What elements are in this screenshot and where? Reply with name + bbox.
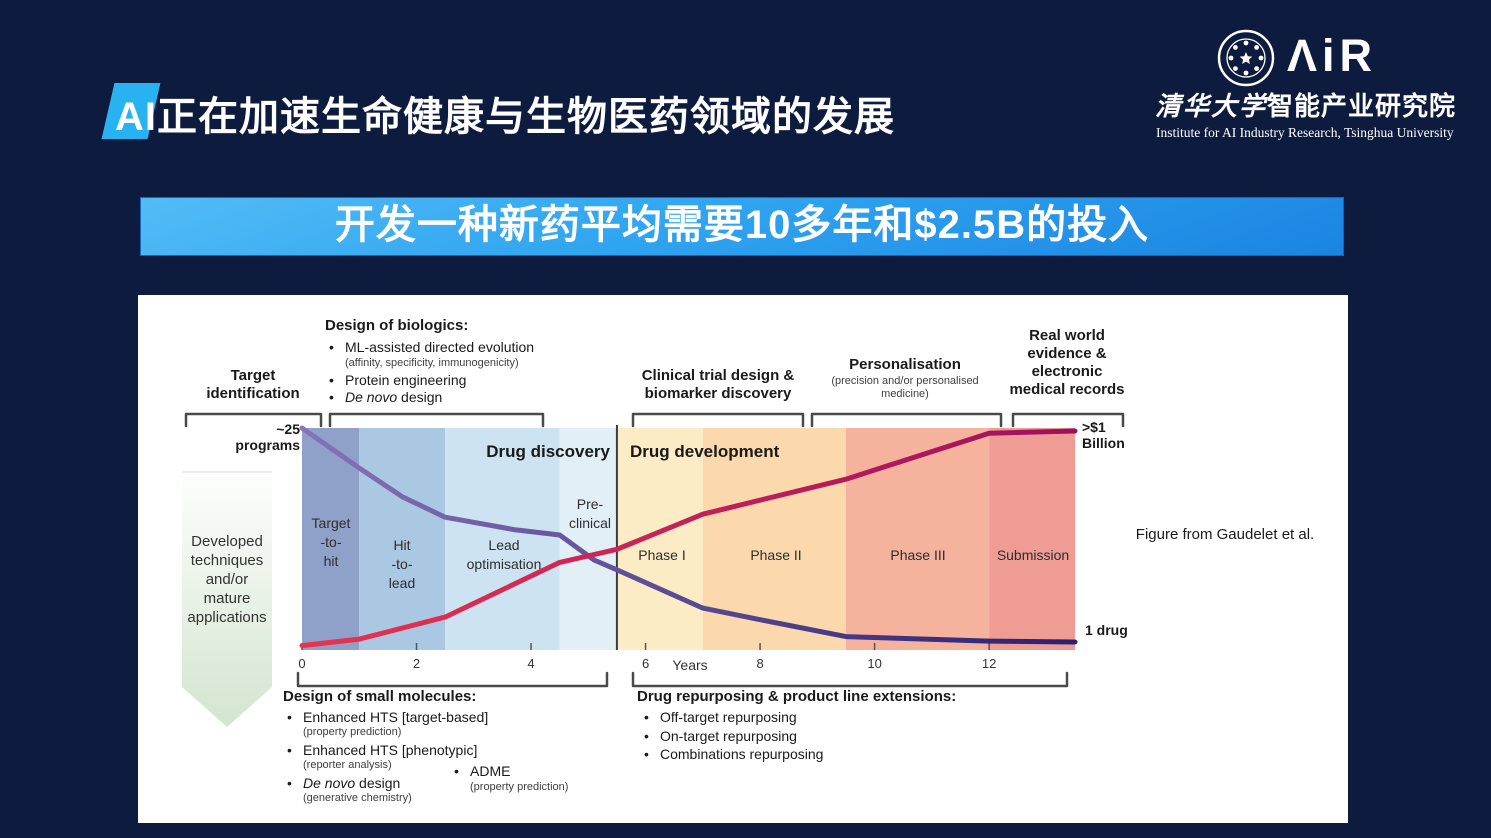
small-molecules-bullet-hts-target: Enhanced HTS [target-based] [287, 709, 488, 725]
svg-text:12: 12 [982, 656, 996, 671]
label-1-drug: 1 drug [1085, 622, 1128, 638]
repurposing-bullet-off-target: Off-target repurposing [644, 709, 797, 725]
repurposing-bullet-on-target: On-target repurposing [644, 728, 797, 744]
annotation-clinical-trial: Clinical trial design & biomarker discov… [641, 367, 795, 402]
repurposing-bullet-combinations: Combinations repurposing [644, 746, 823, 762]
air-wordmark: ΛiR [1287, 30, 1378, 81]
svg-text:4: 4 [527, 656, 534, 671]
logo-chinese-name: 清华大学智能产业研究院 [1155, 86, 1475, 123]
annotation-personalisation: Personalisation [849, 356, 961, 373]
tsinghua-seal-icon [1217, 29, 1275, 87]
small-molecules-bullet-de-novo: De novo design [287, 775, 401, 791]
phase-label-phase-2: Phase II [750, 547, 802, 563]
logo-cn-calligraphy: 清华大学 [1155, 92, 1268, 121]
headline-banner-text: 开发一种新药平均需要10多年和$2.5B的投入 [334, 203, 1150, 247]
phase-label-lead-optimisation: Lead optimisation [466, 537, 542, 572]
small-molecules-sub-adme: (property prediction) [470, 781, 569, 793]
section-drug-development: Drug development [630, 442, 780, 461]
biologics-bullet-de-novo: De novo design [329, 389, 443, 405]
small-molecules-bullet-hts-phenotypic: Enhanced HTS [phenotypic] [287, 742, 477, 758]
annotation-target-identification: Target identification [206, 367, 300, 402]
annotation-real-world-evidence: Real world evidence & electronic medical… [1009, 327, 1125, 398]
de-novo-italic: De novo [303, 775, 356, 791]
de-novo-rest: design [397, 389, 443, 405]
svg-text:0: 0 [298, 656, 305, 671]
annotation-biologics-heading: Design of biologics: [325, 317, 469, 334]
logo-english-name: Institute for AI Industry Research, Tsin… [1156, 125, 1454, 140]
svg-text:6: 6 [642, 656, 649, 671]
de-novo-rest: design [355, 775, 401, 791]
figure-panel: 0 2 4 6 8 10 12 Developed techniques and/or ma… [138, 295, 1348, 823]
small-molecules-heading: Design of small molecules: [283, 688, 477, 705]
x-axis-label-years: Years [672, 657, 708, 673]
phase-label-pre-clinical: Pre- clinical [568, 496, 612, 531]
logo-cn-print: 智能产业研究院 [1267, 91, 1457, 121]
svg-text:8: 8 [756, 656, 763, 671]
label-1-billion: >$1 Billion [1082, 419, 1125, 451]
biologics-sub-affinity: (affinity, specificity, immunogenicity) [345, 357, 519, 369]
developed-techniques-arrow-label: Developed techniques and/or mature appli… [187, 533, 267, 626]
phase-label-submission: Submission [996, 547, 1070, 563]
biologics-bullet-ml-evolution: ML-assisted directed evolution [329, 339, 534, 355]
label-25-programs: ~25 programs [235, 421, 300, 453]
phase-label-target-to-hit: Target -to- hit [311, 515, 351, 569]
biologics-bullet-protein-engineering: Protein engineering [329, 372, 466, 388]
section-drug-discovery: Drug discovery [486, 442, 610, 461]
page-title: AI正在加速生命健康与生物医药领域的发展 [115, 95, 895, 139]
small-molecules-sub-property: (property prediction) [303, 726, 402, 738]
phase-label-phase-1: Phase I [638, 547, 686, 563]
small-molecules-sub-reporter: (reporter analysis) [303, 759, 392, 771]
repurposing-heading: Drug repurposing & product line extensio… [637, 688, 957, 705]
headline-banner: 开发一种新药平均需要10多年和$2.5B的投入 [140, 197, 1344, 256]
phase-label-phase-3: Phase III [890, 547, 946, 563]
phase-label-hit-to-lead: Hit -to- lead [388, 537, 416, 591]
annotation-personalisation-sub: (precision and/or personalised medicine) [831, 375, 979, 400]
de-novo-italic: De novo [345, 389, 398, 405]
svg-text:10: 10 [867, 656, 881, 671]
figure-credit: Figure from Gaudelet et al. [1135, 526, 1315, 543]
svg-text:2: 2 [413, 656, 420, 671]
small-molecules-bullet-adme: ADME [454, 763, 511, 779]
pipeline-chart-svg: 0 2 4 6 8 10 12 [182, 412, 1125, 727]
small-molecules-sub-generative: (generative chemistry) [303, 792, 412, 804]
